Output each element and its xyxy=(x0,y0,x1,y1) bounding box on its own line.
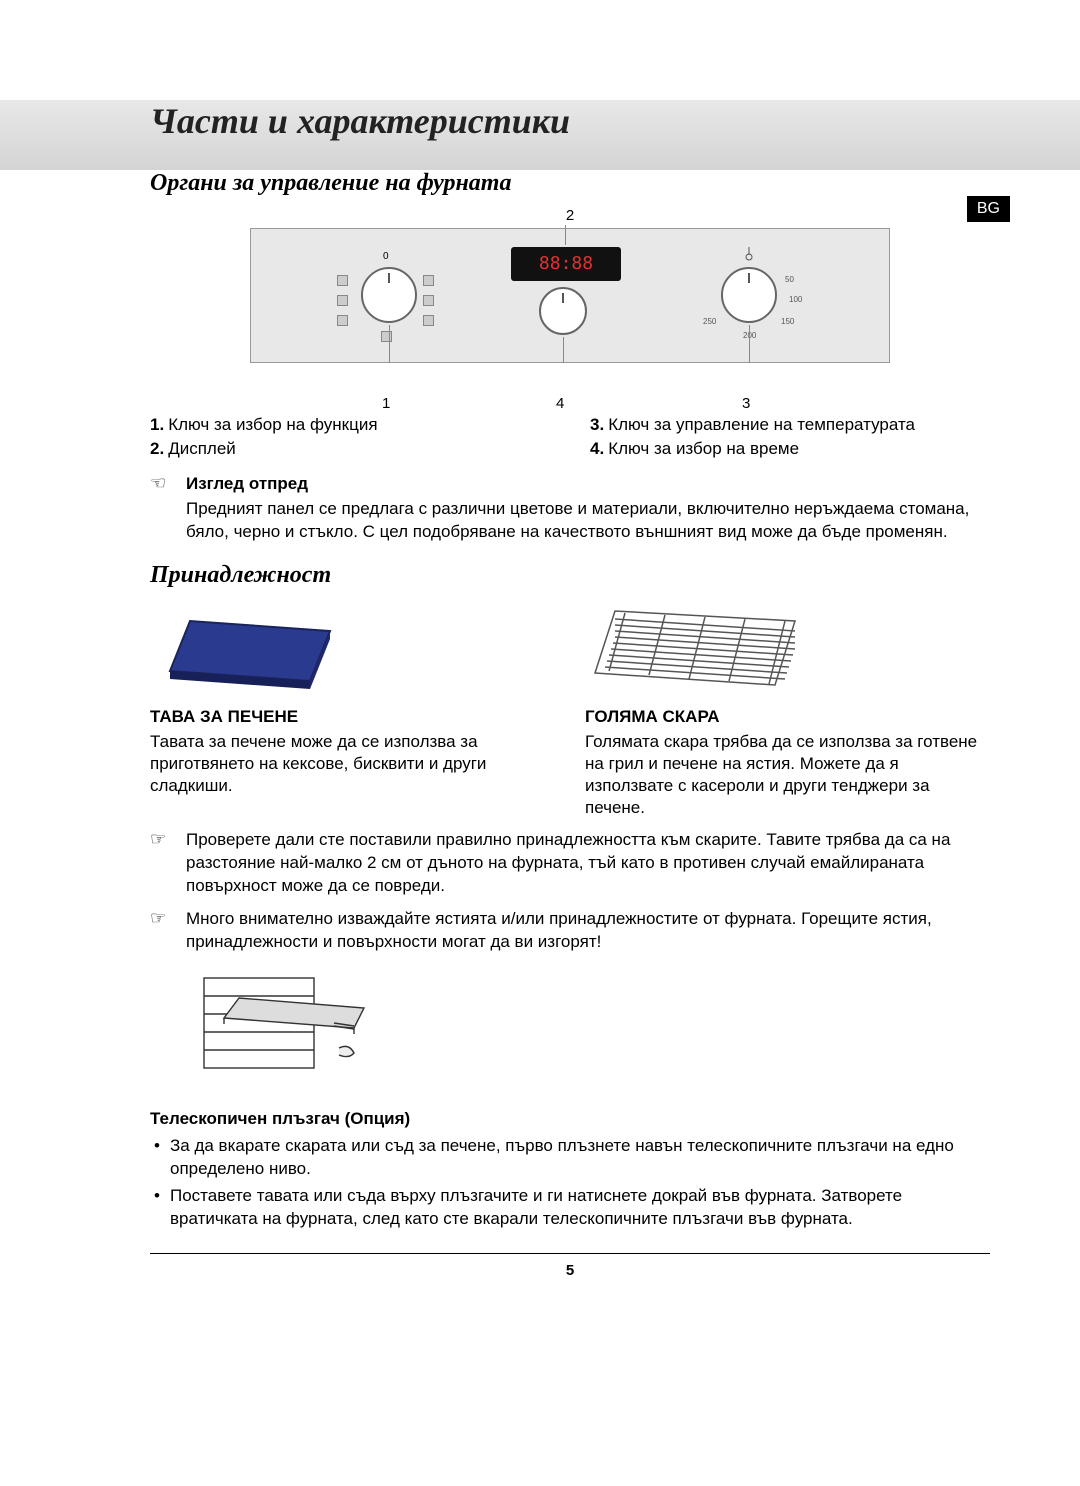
display: 88:88 xyxy=(511,247,621,281)
language-badge: BG xyxy=(967,196,1010,222)
accessory-desc: Тавата за печене може да се използва за … xyxy=(150,731,555,797)
accessories-heading: Принадлежност xyxy=(150,562,990,589)
legend-num: 1. xyxy=(150,415,164,434)
legend-text: Дисплей xyxy=(168,439,236,458)
accessory-item: ТАВА ЗА ПЕЧЕНЕ Тавата за печене може да … xyxy=(150,599,555,819)
warning-text: Проверете дали сте поставили правилно пр… xyxy=(186,829,990,898)
callout-2: 2 xyxy=(150,207,990,224)
front-view-body: Предният панел се предлага с различни цв… xyxy=(186,499,969,541)
baking-tray-icon xyxy=(150,601,350,697)
note-icon: ☜ xyxy=(150,473,186,544)
hand-icon: ☞ xyxy=(150,908,186,954)
time-dial xyxy=(539,287,587,335)
legend-text: Ключ за избор на време xyxy=(608,439,799,458)
legend-num: 4. xyxy=(590,439,604,458)
callout-1: 1 xyxy=(382,395,390,412)
legend-text: Ключ за управление на температурата xyxy=(608,415,915,434)
accessory-title: ТАВА ЗА ПЕЧЕНЕ xyxy=(150,707,555,727)
temp-tick: 50 xyxy=(785,275,794,284)
temp-tick: 100 xyxy=(789,295,802,304)
legend-num: 3. xyxy=(590,415,604,434)
telescopic-list: За да вкарате скарата или съд за печене,… xyxy=(150,1135,990,1231)
temp-tick: 150 xyxy=(781,317,794,326)
dial1-zero: 0 xyxy=(383,251,389,262)
accessory-item: ГОЛЯМА СКАРА Голямата скара трябва да се… xyxy=(585,599,990,819)
controls-heading: Органи за управление на фурната xyxy=(150,170,990,197)
page-title: Части и характеристики xyxy=(90,100,990,142)
accessory-desc: Голямата скара трябва да се използва за … xyxy=(585,731,990,819)
legend-text: Ключ за избор на функция xyxy=(168,415,377,434)
telescopic-title: Телескопичен плъзгач (Опция) xyxy=(150,1109,990,1129)
grill-rack-icon xyxy=(585,601,805,697)
hand-icon: ☞ xyxy=(150,829,186,898)
legend-num: 2. xyxy=(150,439,164,458)
telescopic-rail-diagram xyxy=(184,968,990,1103)
front-view-heading: Изглед отпред xyxy=(186,473,990,496)
accessory-title: ГОЛЯМА СКАРА xyxy=(585,707,990,727)
callout-3: 3 xyxy=(742,395,750,412)
list-item: Поставете тавата или съда върху плъзгачи… xyxy=(150,1185,990,1231)
thermometer-icon xyxy=(741,245,757,261)
footer-rule xyxy=(150,1253,990,1254)
function-dial xyxy=(361,267,417,323)
warning-text: Много внимателно изваждайте ястията и/ил… xyxy=(186,908,990,954)
temp-tick: 250 xyxy=(703,317,716,326)
temperature-dial xyxy=(721,267,777,323)
control-panel-diagram: 2 0 88:88 50 100 1 xyxy=(150,207,990,395)
callout-4: 4 xyxy=(556,395,564,412)
page-number: 5 xyxy=(150,1262,990,1279)
control-legend: 1.Ключ за избор на функция 2.Дисплей 3.К… xyxy=(150,415,990,463)
list-item: За да вкарате скарата или съд за печене,… xyxy=(150,1135,990,1181)
